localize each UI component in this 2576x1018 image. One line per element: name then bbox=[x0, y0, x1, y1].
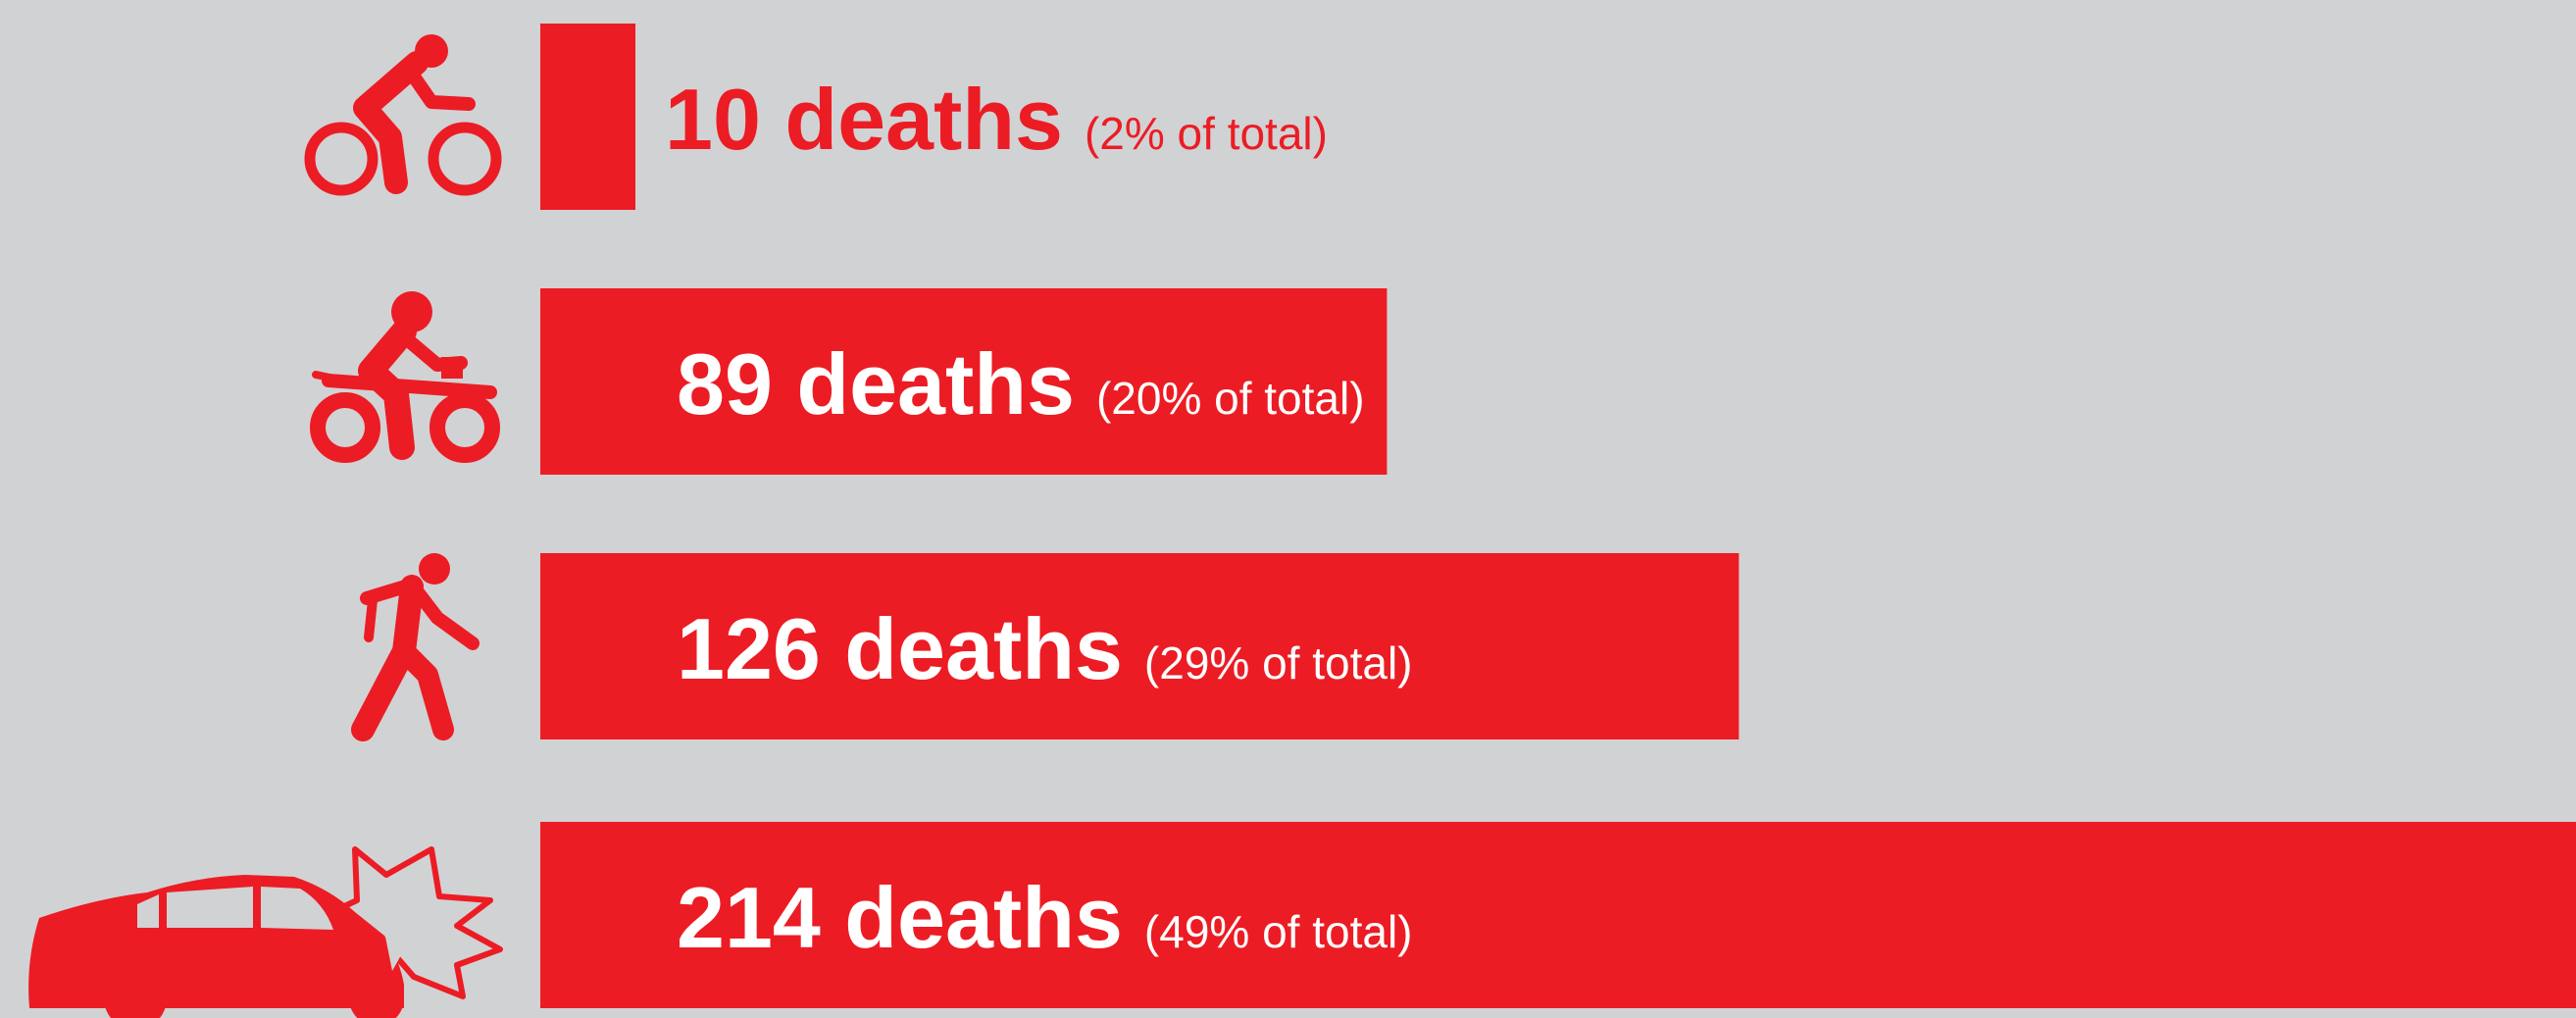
deaths-count: 10 deaths bbox=[665, 71, 1063, 168]
deaths-count: 126 deaths bbox=[677, 600, 1123, 697]
bar-label-4: 214 deaths (49% of total) bbox=[677, 869, 1413, 966]
motorcyclist-icon bbox=[310, 291, 500, 463]
labels-group: 10 deaths (2% of total) 89 deaths (20% of t… bbox=[665, 71, 1412, 966]
share-of-total: (29% of total) bbox=[1144, 637, 1413, 688]
car-crash-icon bbox=[28, 846, 503, 1018]
bar-3 bbox=[540, 553, 1740, 739]
bar-label-3: 126 deaths (29% of total) bbox=[677, 600, 1413, 697]
bar-4 bbox=[540, 822, 2576, 1008]
deaths-count: 214 deaths bbox=[677, 869, 1123, 966]
bar-2 bbox=[540, 288, 1388, 475]
bicyclist-icon bbox=[304, 34, 502, 196]
bars-group bbox=[540, 24, 2576, 1008]
bar-label-1: 10 deaths (2% of total) bbox=[665, 71, 1328, 168]
bar-label-2: 89 deaths (20% of total) bbox=[677, 335, 1365, 433]
deaths-count: 89 deaths bbox=[677, 335, 1075, 433]
share-of-total: (20% of total) bbox=[1096, 373, 1365, 424]
pedestrian-icon bbox=[351, 553, 480, 741]
share-of-total: (49% of total) bbox=[1144, 906, 1413, 957]
bar-1 bbox=[540, 24, 636, 210]
share-of-total: (2% of total) bbox=[1085, 108, 1328, 159]
